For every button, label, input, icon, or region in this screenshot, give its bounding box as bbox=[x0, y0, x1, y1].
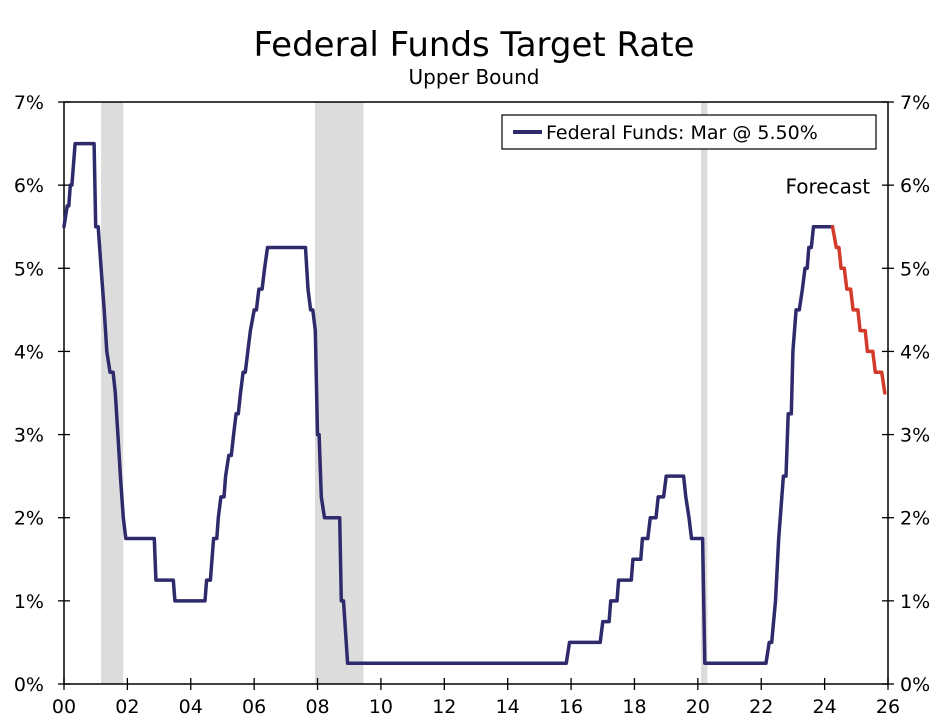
recession-band-0 bbox=[101, 102, 124, 684]
plot-area-frame bbox=[63, 101, 889, 685]
y-tick-label-right: 3% bbox=[900, 425, 930, 447]
recession-band-1 bbox=[315, 102, 364, 684]
series-lines bbox=[62, 141, 887, 665]
x-tick-label: 24 bbox=[813, 696, 837, 718]
y-tick-label-right: 2% bbox=[900, 508, 930, 530]
chart-title: Federal Funds Target Rate bbox=[253, 25, 694, 65]
y-tick-label-left: 0% bbox=[14, 674, 44, 696]
y-tick-label-left: 1% bbox=[14, 591, 44, 613]
y-tick-label-left: 5% bbox=[14, 258, 44, 280]
y-tick-label-left: 3% bbox=[14, 425, 44, 447]
y-tick-label-left: 6% bbox=[14, 175, 44, 197]
chart-subtitle: Upper Bound bbox=[409, 65, 540, 89]
x-tick-label: 16 bbox=[559, 696, 583, 718]
y-axis-left: 0% 1% 2% 3% 4% 5% 6% 7% bbox=[14, 92, 70, 696]
x-axis: 00 02 04 06 08 10 12 14 16 18 20 22 24 26 bbox=[52, 678, 900, 718]
x-tick-label: 10 bbox=[369, 696, 393, 718]
x-tick-label: 20 bbox=[686, 696, 710, 718]
y-tick-label-right: 4% bbox=[900, 341, 930, 363]
x-tick-label: 12 bbox=[432, 696, 456, 718]
legend-label: Federal Funds: Mar @ 5.50% bbox=[546, 122, 818, 144]
y-tick-label-left: 7% bbox=[14, 92, 44, 114]
x-tick-label: 18 bbox=[622, 696, 646, 718]
x-tick-label: 14 bbox=[496, 696, 520, 718]
x-tick-label: 08 bbox=[305, 696, 329, 718]
series-line-federal-funds bbox=[62, 141, 835, 665]
legend-box bbox=[501, 114, 877, 150]
y-tick-label-right: 1% bbox=[900, 591, 930, 613]
y-tick-label-right: 6% bbox=[900, 175, 930, 197]
series-line-forecast bbox=[830, 224, 887, 395]
x-tick-label: 04 bbox=[179, 696, 203, 718]
legend: Federal Funds: Mar @ 5.50% bbox=[501, 114, 877, 150]
recession-band-2 bbox=[701, 102, 708, 684]
y-tick-label-right: 7% bbox=[900, 92, 930, 114]
x-tick-label: 06 bbox=[242, 696, 266, 718]
y-axis-right: 0% 1% 2% 3% 4% 5% 6% 7% bbox=[882, 92, 930, 696]
x-tick-label: 02 bbox=[115, 696, 139, 718]
y-tick-label-right: 0% bbox=[900, 674, 930, 696]
x-tick-label: 22 bbox=[749, 696, 773, 718]
recession-shading bbox=[101, 102, 708, 684]
y-tick-label-right: 5% bbox=[900, 258, 930, 280]
x-tick-label: 00 bbox=[52, 696, 76, 718]
y-tick-label-left: 2% bbox=[14, 508, 44, 530]
forecast-annotation: Forecast bbox=[785, 174, 870, 198]
x-tick-label: 26 bbox=[876, 696, 900, 718]
y-tick-label-left: 4% bbox=[14, 341, 44, 363]
